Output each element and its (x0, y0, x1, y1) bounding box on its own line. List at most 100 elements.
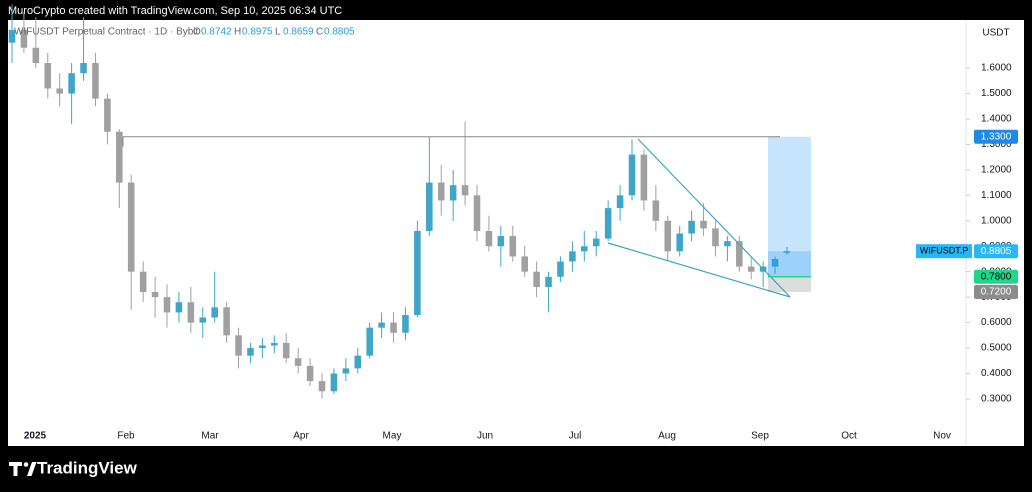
x-tick-label: Jun (477, 431, 493, 442)
candle-body (485, 230, 493, 247)
symbol-label: WIFUSDT.P (920, 246, 969, 256)
candle-body (569, 251, 576, 262)
candle-body (342, 368, 350, 374)
candle-body (318, 381, 326, 392)
candle-body (581, 246, 588, 252)
price-label-box (974, 244, 1018, 259)
drawings: 1.3300 0.8805 WIFUSDT.P 0.7800 0.7200 (122, 129, 1018, 300)
chart-pane (8, 20, 1024, 446)
candle-body (306, 365, 314, 382)
candle-body (211, 307, 218, 318)
candle-body (628, 154, 636, 196)
candle-body (163, 297, 171, 313)
x-tick-label: Aug (658, 431, 676, 442)
candle-body (8, 29, 16, 43)
ohlc-value: 0.8742 (201, 27, 232, 38)
logo (9, 462, 37, 476)
ohlc-key: C (316, 27, 323, 38)
candle-body (44, 63, 52, 89)
candle-body (688, 220, 695, 234)
symbol-label-box (916, 244, 972, 259)
candle-body (700, 220, 707, 229)
y-tick-label: 1.1000 (981, 190, 1012, 201)
candle-body (259, 345, 266, 349)
candle-body (92, 63, 99, 99)
wedge-upper (637, 138, 791, 298)
y-tick-label: 1.0000 (981, 215, 1012, 226)
x-tick-label: Sep (751, 431, 769, 442)
ohlc-key: H (234, 27, 241, 38)
candle-body (271, 342, 278, 346)
price-label: 0.7800 (981, 271, 1012, 282)
x-tick-label: Mar (201, 431, 219, 442)
candle-body (521, 256, 528, 272)
price-label-box (974, 285, 1018, 300)
candle-body (127, 182, 135, 272)
y-tick-label: 0.5000 (981, 343, 1012, 354)
candle-body (604, 208, 612, 239)
candle-body (68, 73, 75, 94)
candle-body (235, 335, 242, 356)
candle-body (497, 236, 505, 247)
candle-body (223, 307, 230, 336)
symbol: WIFUSDT Perpetual Contract · 1D · Bybit (14, 27, 199, 38)
candle-body (747, 266, 755, 272)
logo-dot (23, 462, 29, 467)
candle-body (783, 251, 791, 253)
x-tick-label: Nov (933, 431, 951, 442)
currency-box (974, 24, 1018, 42)
ohlc-key: O (193, 27, 201, 38)
candle-body (247, 348, 254, 356)
y-tick-label: 0.6000 (981, 317, 1012, 328)
candle-body (664, 220, 672, 252)
candle-body (461, 185, 469, 196)
y-tick-label: 1.2000 (981, 165, 1012, 176)
y-tick-label: 1.3000 (981, 139, 1012, 150)
candle-body (116, 131, 123, 183)
candle-body (676, 233, 683, 252)
plot: 0.30000.40000.50000.60000.70000.80000.90… (8, 4, 1012, 442)
candle-body (294, 358, 302, 366)
candle-body (104, 98, 111, 132)
candle-body (32, 47, 40, 64)
x-tick-label: 2025 (24, 431, 47, 442)
candle-body (712, 228, 719, 247)
price-label: 0.7200 (981, 287, 1012, 298)
y-tick-label: 1.4000 (981, 114, 1012, 125)
y-tick-label: 0.3000 (981, 394, 1012, 405)
x-tick-label: May (383, 431, 402, 442)
candle-body (139, 271, 147, 293)
ohlc-value: 0.8659 (283, 27, 314, 38)
candle-body (20, 29, 28, 48)
brand: TradingView (37, 458, 138, 477)
candle-body (437, 182, 445, 201)
candle-body (366, 327, 373, 356)
candle-body (771, 258, 779, 267)
candle-body (592, 238, 600, 247)
candle-body (199, 317, 207, 323)
candle-body (56, 88, 63, 94)
candle-body (652, 200, 660, 221)
x-tick-label: Feb (117, 431, 135, 442)
ohlc-value: 0.8975 (242, 27, 273, 38)
candle-body (557, 261, 564, 277)
x-tick-label: Apr (293, 431, 309, 442)
target-zone (768, 136, 811, 277)
candle-body (533, 271, 540, 287)
ohlc-value: 0.8805 (324, 27, 355, 38)
candle-body (282, 342, 290, 359)
candle-body (187, 302, 195, 323)
candle-body (724, 241, 731, 247)
stop-zone (768, 276, 811, 293)
y-tick-label: 0.4000 (981, 368, 1012, 379)
price-label: 1.3300 (981, 131, 1012, 142)
candle-body (330, 373, 338, 392)
open-pnl-zone (768, 251, 811, 277)
candle-body (378, 322, 385, 328)
ohlc: O 0.8742 H 0.8975 L 0.8659 C 0.8805 (193, 27, 355, 38)
candle-body (640, 154, 648, 201)
candle-body (414, 230, 421, 315)
ohlc-key: L (275, 27, 281, 38)
candle-body (616, 195, 624, 209)
